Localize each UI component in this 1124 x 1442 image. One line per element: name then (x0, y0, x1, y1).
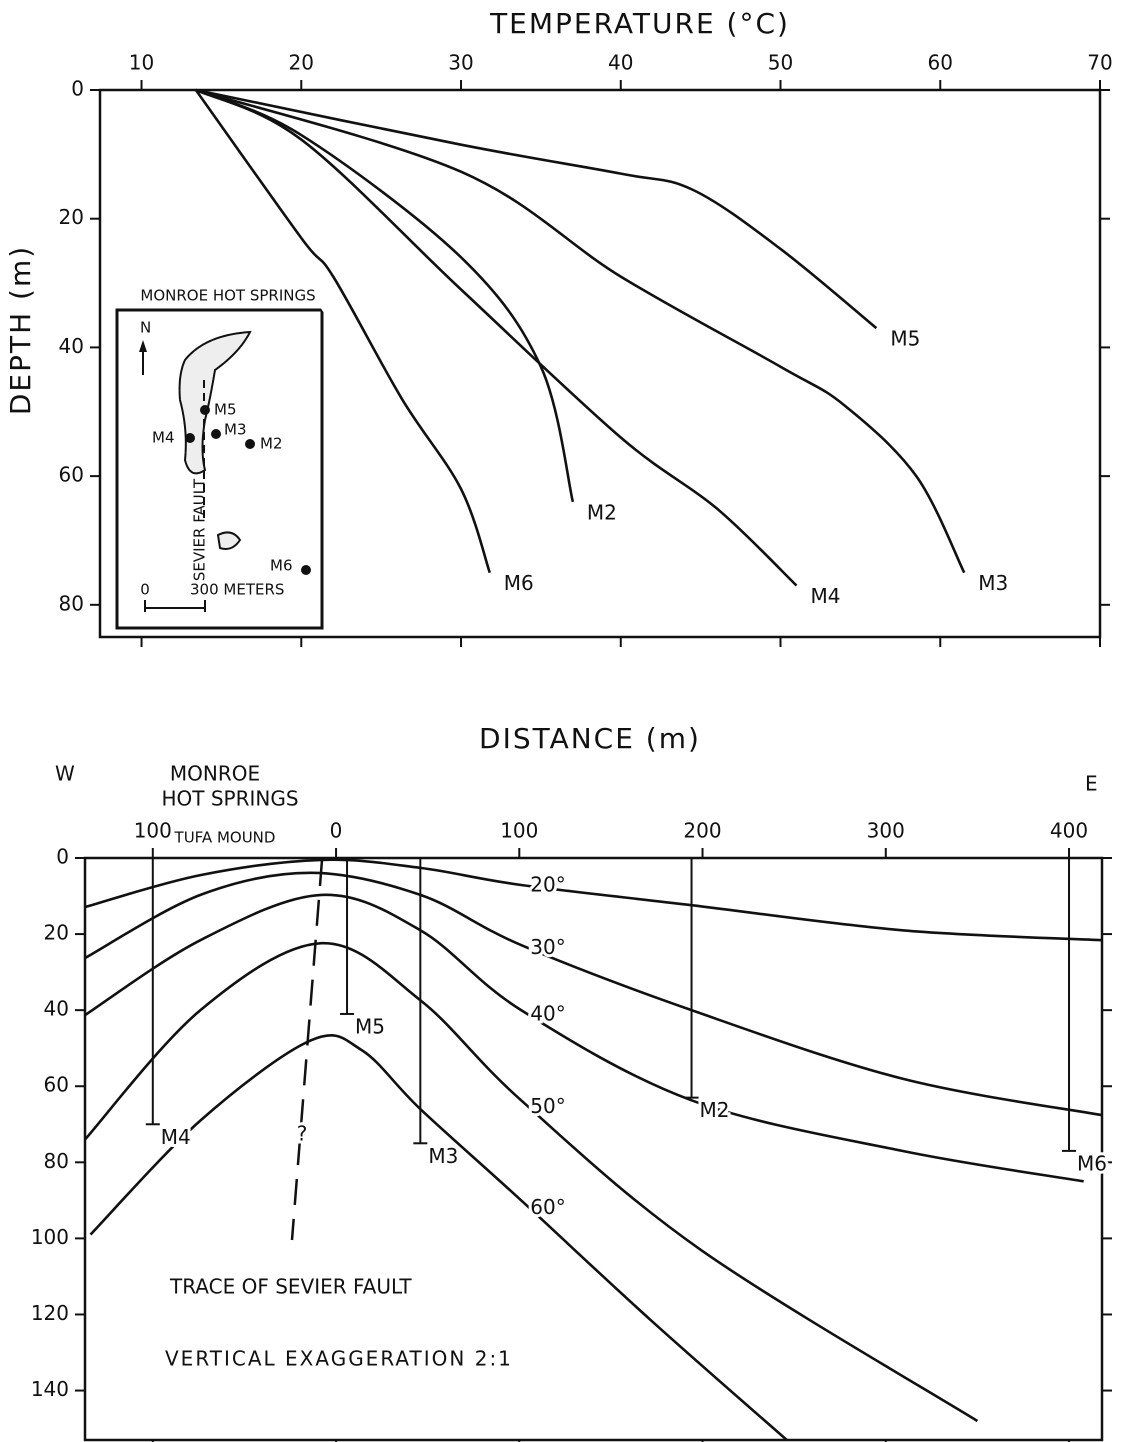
curve-label: M5 (890, 327, 920, 351)
inset-well-label: M4 (152, 429, 175, 447)
curve (84, 871, 1103, 1117)
x-tick-label: 100 (134, 819, 172, 843)
y-tick-label: 140 (31, 1377, 69, 1401)
well-label: M2 (700, 1098, 730, 1122)
curve (195, 88, 798, 587)
scale-zero: 0 (140, 581, 150, 599)
chart-title: DISTANCE (m) (479, 722, 701, 755)
north-arrow-head (139, 340, 147, 352)
curve-label: M6 (504, 571, 534, 595)
fault-label: TRACE OF SEVIER FAULT (169, 1275, 412, 1299)
x-tick-label: 0 (330, 819, 343, 843)
inset-well (200, 405, 210, 415)
y-tick-label: 0 (71, 77, 84, 101)
chart-title: TEMPERATURE (°C) (489, 7, 790, 40)
x-tick-label: 50 (768, 51, 793, 75)
curve (89, 1034, 788, 1441)
isotherm-label: 30° (530, 935, 565, 959)
y-tick-label: 40 (59, 334, 84, 358)
inset-gap (320, 287, 352, 313)
inset-well-label: M5 (214, 401, 237, 419)
well-label: M3 (428, 1144, 458, 1168)
x-tick-label: 20 (289, 51, 314, 75)
fault-query: ? (297, 1122, 308, 1146)
inset-well (301, 565, 311, 575)
isotherm-label: 20° (530, 873, 565, 897)
plot-frame (98, 88, 1102, 639)
isotherm-label: 50° (530, 1094, 565, 1118)
x-tick-label: 400 (1050, 819, 1088, 843)
x-tick-label: 10 (129, 51, 154, 75)
x-tick-label: 40 (608, 51, 633, 75)
tufa-patch (216, 531, 242, 550)
curve-label: M2 (587, 500, 617, 524)
curve (195, 88, 575, 503)
fault-trace (290, 859, 324, 1241)
inset-well-label: M6 (270, 557, 293, 575)
x-tick-label: 300 (867, 819, 905, 843)
inset-map: MONROE HOT SPRINGS N SEVIER FAULT M5 M4 … (115, 287, 352, 630)
curve (84, 893, 1084, 1183)
north-label: N (140, 319, 151, 337)
inset-well (245, 439, 255, 449)
y-tick-label: 20 (44, 921, 69, 945)
curve (195, 88, 966, 574)
curve-label: M4 (810, 584, 840, 608)
isotherm-label: 60° (530, 1195, 565, 1219)
well-label: M5 (355, 1014, 385, 1038)
y-tick-label: 60 (59, 463, 84, 487)
x-tick-label: 30 (448, 51, 473, 75)
curve (84, 858, 1103, 942)
scale-label: 300 METERS (190, 581, 284, 599)
place-label: MONROE (170, 762, 260, 786)
y-tick-label: 20 (59, 205, 84, 229)
curve (195, 88, 878, 330)
y-axis-label: DEPTH (m) (4, 245, 37, 415)
inset-well-label: M2 (260, 435, 283, 453)
place-label: HOT SPRINGS (161, 787, 298, 811)
well-label: M6 (1077, 1151, 1107, 1175)
x-tick-label: 100 (500, 819, 538, 843)
curve (194, 89, 492, 574)
y-tick-label: 80 (59, 591, 84, 615)
tufa-mound (178, 330, 252, 475)
x-tick-label: 70 (1087, 51, 1112, 75)
east-label: E (1085, 772, 1098, 796)
plot-frame (83, 856, 1104, 1442)
inset-title: MONROE HOT SPRINGS (140, 287, 315, 305)
well-label: M4 (161, 1125, 191, 1149)
fault-label: SEVIER FAULT (191, 478, 209, 581)
curve (84, 941, 979, 1423)
x-tick-label: 60 (928, 51, 953, 75)
inset-well-label: M3 (224, 421, 247, 439)
y-tick-label: 100 (31, 1225, 69, 1249)
inset-well (211, 429, 221, 439)
y-tick-label: 60 (44, 1073, 69, 1097)
west-label: W (55, 762, 75, 786)
isotherm-label: 40° (530, 1001, 565, 1025)
y-tick-label: 40 (44, 997, 69, 1021)
inset-well (185, 433, 195, 443)
y-tick-label: 80 (44, 1149, 69, 1173)
x-tick-label: 200 (683, 819, 721, 843)
y-tick-label: 120 (31, 1301, 69, 1325)
curve-label: M3 (978, 571, 1008, 595)
exaggeration-note: VERTICAL EXAGGERATION 2:1 (165, 1347, 513, 1371)
mound-label: TUFA MOUND (174, 829, 276, 847)
y-tick-label: 0 (56, 845, 69, 869)
